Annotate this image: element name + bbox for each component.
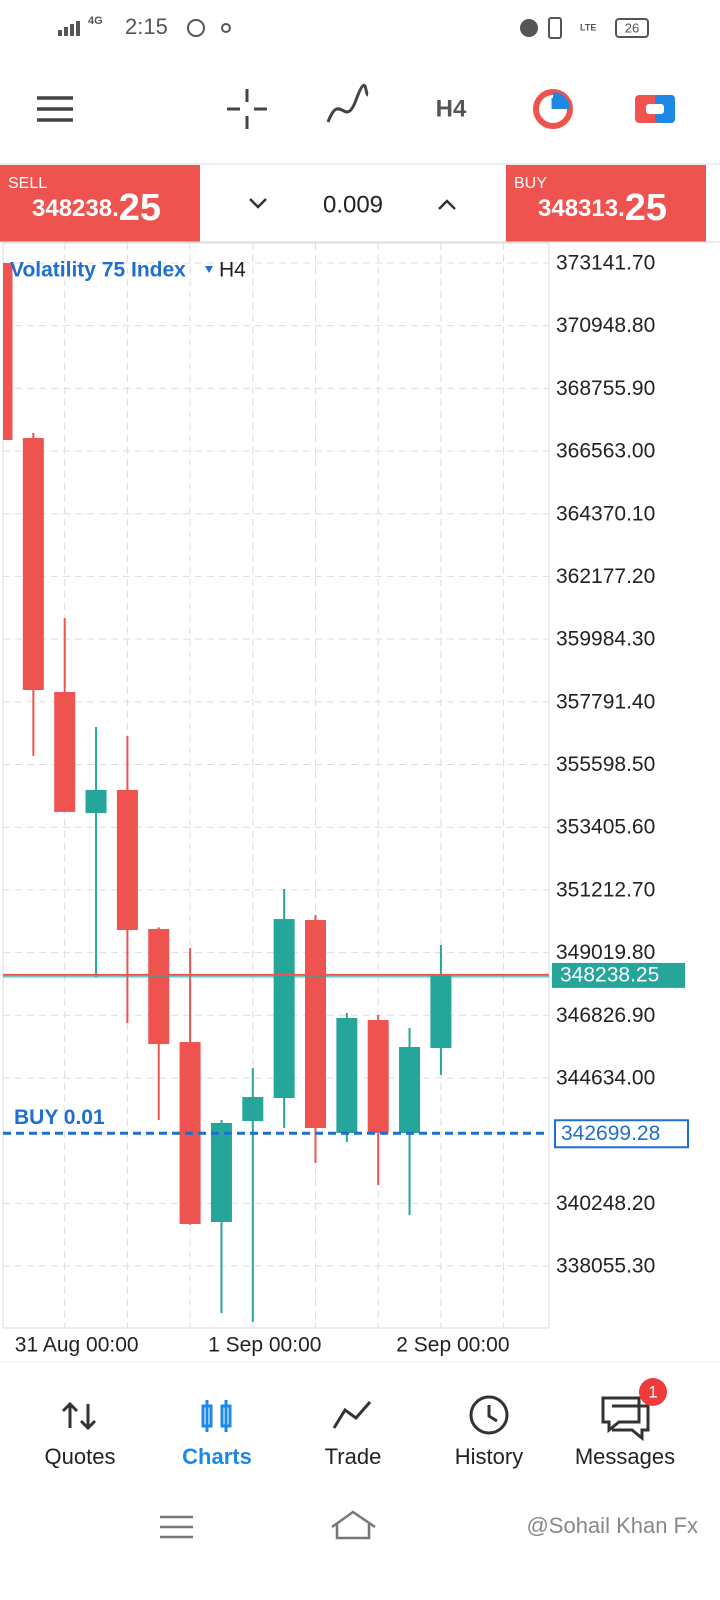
battery-level: 26 <box>625 20 639 35</box>
y-tick-label: 362177.20 <box>556 565 655 588</box>
volume[interactable]: 0.009 <box>323 191 383 218</box>
y-tick-label: 355598.50 <box>556 753 655 776</box>
trade-toggle-button[interactable] <box>635 95 675 123</box>
objects-button[interactable] <box>533 89 573 129</box>
nav-label[interactable]: Quotes <box>45 1444 116 1469</box>
plot-area <box>3 263 452 1322</box>
trade-panel: SELL 348238.25 0.009 BUY 348313.25 <box>0 163 720 243</box>
y-tick-label: 353405.60 <box>556 816 655 839</box>
bottom-nav: Quotes Charts Trade History Messages 1 <box>0 1361 720 1469</box>
badge <box>639 1378 667 1406</box>
y-tick-label: 357791.40 <box>556 690 655 713</box>
svg-text:LTE: LTE <box>580 22 596 32</box>
sell-button[interactable]: SELL 348238.25 <box>0 165 200 242</box>
menu-button[interactable] <box>37 96 73 122</box>
order-price-label: 342699.28 <box>561 1122 660 1145</box>
timeframe-label: H4 <box>219 259 246 282</box>
order-price-box <box>554 1119 689 1149</box>
y-tick-label: 338055.30 <box>556 1255 655 1278</box>
volume-up[interactable] <box>438 199 456 210</box>
symbol-dropdown[interactable] <box>205 266 213 273</box>
candle-body <box>210 1123 232 1222</box>
plot-frame <box>2 242 550 1329</box>
y-tick-label: 364370.10 <box>556 502 655 525</box>
x-tick-label: 1 Sep 00:00 <box>208 1334 321 1357</box>
buy-label: BUY <box>514 175 547 192</box>
x-tick-label: 31 Aug 00:00 <box>15 1334 139 1357</box>
y-tick-label: 346826.90 <box>556 1004 655 1027</box>
buy-price-pips: 25 <box>625 187 667 229</box>
x-tick-label: 2 Sep 00:00 <box>396 1334 509 1357</box>
candle-body <box>399 1047 421 1134</box>
y-tick-label: 344634.00 <box>556 1066 655 1089</box>
watermark: @Sohail Khan Fx <box>526 1513 698 1538</box>
y-tick-label: 359984.30 <box>556 628 655 651</box>
candle-body <box>116 789 138 930</box>
sell-price-main: 348238. <box>32 195 119 222</box>
candle-body <box>430 974 452 1049</box>
status-bar: 4G 2:15 LTE 26 <box>58 14 649 39</box>
candle-body <box>85 789 107 814</box>
y-tick-label: 370948.80 <box>556 314 655 337</box>
network: 4G <box>88 15 103 27</box>
nav-icons <box>61 1395 650 1442</box>
y-tick-label: 340248.20 <box>556 1192 655 1215</box>
sell-price: 348238.25 <box>32 187 161 229</box>
indicators-button[interactable] <box>326 83 370 123</box>
candle-body <box>273 919 295 1099</box>
sell-price-pips: 25 <box>119 187 161 229</box>
symbol-label: Volatility 75 Index <box>10 259 186 282</box>
nav-label[interactable]: Charts <box>182 1444 252 1469</box>
clock: 2:15 <box>125 14 168 39</box>
candle-body <box>148 928 170 1045</box>
sell-label: SELL <box>8 175 47 192</box>
y-tick-label: 373141.70 <box>556 252 655 275</box>
nav-label[interactable]: Trade <box>325 1444 382 1469</box>
chart: 373141.70 370948.80 368755.90 366563.00 3643… <box>2 242 689 1357</box>
candle-body <box>242 1097 264 1121</box>
nav-label[interactable]: History <box>455 1444 523 1469</box>
system-nav <box>160 1510 376 1540</box>
y-tick-label: 366563.00 <box>556 440 655 463</box>
y-tick-label: 368755.90 <box>556 377 655 400</box>
order-label: BUY 0.01 <box>14 1106 105 1129</box>
badge-count: 1 <box>648 1382 657 1401</box>
candle-body <box>54 691 76 812</box>
price-label-box <box>552 962 685 988</box>
crosshair-button[interactable] <box>227 89 267 129</box>
buy-price: 348313.25 <box>538 187 667 229</box>
candle-body <box>3 263 13 440</box>
timeframe-button[interactable]: H4 <box>436 95 467 122</box>
candle-body <box>22 437 44 690</box>
candle-body <box>336 1018 358 1134</box>
buy-button[interactable]: BUY 348313.25 <box>506 165 706 242</box>
buy-price-main: 348313. <box>538 195 625 222</box>
price-label: 348238.25 <box>560 963 659 986</box>
y-tick-label: 349019.80 <box>556 941 655 964</box>
nav-label[interactable]: Messages <box>575 1444 675 1469</box>
y-tick-label: 351212.70 <box>556 878 655 901</box>
candle-body <box>367 1020 389 1134</box>
toolbar: H4 <box>37 83 675 129</box>
candle-body <box>305 920 326 1129</box>
volume-down[interactable] <box>249 198 267 209</box>
